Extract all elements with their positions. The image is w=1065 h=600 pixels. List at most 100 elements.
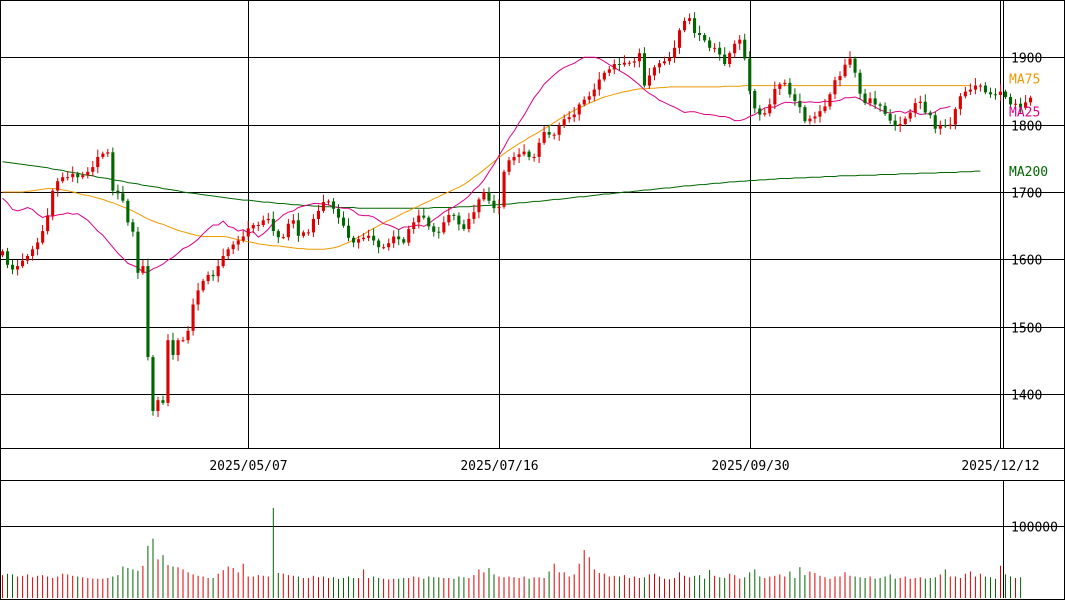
candle-body — [833, 80, 837, 95]
candle-body — [387, 243, 391, 248]
candle-body — [477, 199, 481, 213]
candle-body — [627, 62, 631, 64]
candle-body — [542, 132, 546, 143]
candle-body — [402, 239, 406, 243]
candle-body — [973, 85, 977, 90]
candle-body — [482, 192, 486, 200]
candle-body — [151, 357, 155, 411]
candle-body — [597, 79, 601, 90]
date-tick-label: 2025/09/30 — [711, 459, 789, 474]
candle-body — [186, 330, 190, 341]
candle-body — [758, 108, 762, 115]
candle-body — [652, 67, 656, 76]
candle-body — [111, 152, 115, 191]
price-tick-label: 1500 — [1011, 322, 1042, 337]
candle-body — [497, 206, 501, 209]
candle-body — [948, 124, 952, 126]
legend-ma75: MA75 — [1009, 73, 1040, 88]
candle-body — [86, 171, 90, 176]
price-tick-label: 1700 — [1011, 187, 1042, 202]
candle-body — [362, 237, 366, 240]
candle-body — [141, 266, 145, 273]
candle-body — [582, 99, 586, 105]
candle-body — [863, 93, 867, 103]
candle-body — [908, 112, 912, 119]
candle-body — [161, 400, 165, 403]
candle-body — [1004, 91, 1008, 97]
candle-body — [718, 47, 722, 55]
candle-body — [367, 235, 371, 238]
candle-body — [216, 266, 220, 277]
candle-body — [241, 236, 245, 241]
price-tick-label: 1400 — [1011, 389, 1042, 404]
candle-body — [572, 114, 576, 118]
candle-body — [166, 340, 170, 403]
candle-body — [66, 177, 70, 179]
candle-body — [352, 237, 356, 243]
ma-legend: MA75 MA25 MA200 — [1009, 73, 1048, 181]
candle-body — [1009, 97, 1013, 105]
candle-body — [622, 62, 626, 65]
candle-body — [522, 151, 526, 155]
candle-body — [331, 201, 335, 209]
candle-body — [251, 225, 255, 229]
candle-body — [452, 214, 456, 216]
candle-body — [607, 69, 611, 73]
volume-tick-label: 100000 — [1011, 521, 1058, 536]
candle-body — [1024, 102, 1028, 108]
candle-body — [306, 232, 310, 234]
candle-body — [347, 225, 351, 238]
candle-body — [763, 113, 767, 115]
candle-body — [156, 400, 160, 411]
candle-body — [286, 223, 290, 238]
candle-body — [818, 111, 822, 117]
candle-body — [6, 251, 10, 265]
candle-body — [21, 260, 25, 267]
candle-body — [502, 171, 506, 207]
candle-body — [517, 154, 521, 157]
candle-body — [31, 249, 35, 256]
candle-body — [76, 173, 80, 178]
candle-body — [11, 264, 15, 270]
candle-body — [993, 94, 997, 96]
price-tick-label: 1600 — [1011, 254, 1042, 269]
candle-body — [983, 85, 987, 93]
candle-body — [316, 210, 320, 219]
candle-body — [121, 193, 125, 201]
candle-body — [507, 160, 511, 172]
candle-body — [46, 215, 50, 232]
candle-body — [978, 85, 982, 87]
candle-body — [266, 218, 270, 221]
candle-body — [291, 220, 295, 224]
candle-body — [412, 222, 416, 229]
candle-body — [708, 40, 712, 48]
candle-body — [667, 57, 671, 62]
candle-body — [26, 256, 30, 261]
candle-body — [281, 237, 285, 239]
date-tick-label: 2025/12/12 — [961, 459, 1039, 474]
candle-body — [913, 103, 917, 113]
candle-body — [552, 134, 556, 136]
candle-body — [788, 82, 792, 95]
candle-body — [898, 124, 902, 126]
candle-body — [146, 266, 150, 357]
candle-body — [422, 215, 426, 218]
candle-body — [773, 88, 777, 105]
candle-body — [437, 231, 441, 233]
candle-body — [853, 58, 857, 73]
candle-body — [602, 72, 606, 80]
candle-body — [1029, 97, 1033, 103]
candle-body — [41, 231, 45, 243]
candle-body — [713, 47, 717, 49]
candle-body — [577, 104, 581, 115]
price-grid — [0, 0, 1065, 448]
candle-body — [923, 101, 927, 113]
candle-body — [858, 72, 862, 94]
candle-body — [933, 115, 937, 129]
candle-body — [462, 224, 466, 229]
candle-body — [1014, 103, 1018, 105]
candle-body — [938, 125, 942, 129]
candle-body — [311, 218, 315, 233]
candle-body — [778, 84, 782, 89]
